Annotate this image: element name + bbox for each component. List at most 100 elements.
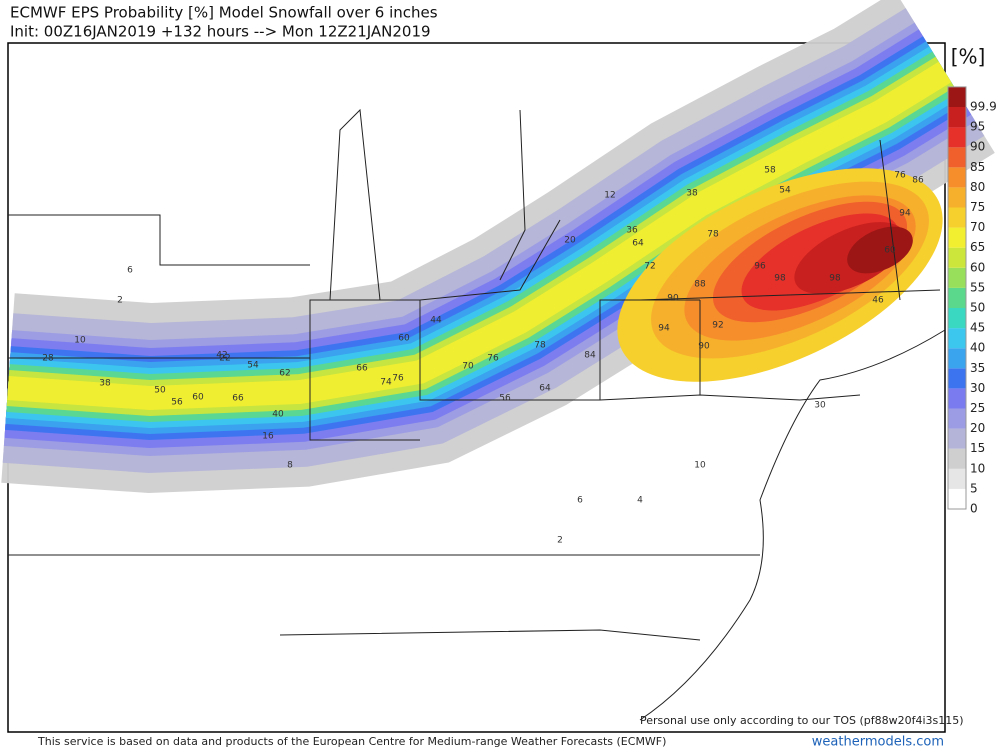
map-value-label: 54 — [247, 361, 259, 371]
boundary — [639, 329, 946, 721]
colorbar-label: 35 — [970, 361, 985, 375]
colorbar-swatch — [948, 368, 966, 389]
map-value-label: 70 — [462, 362, 474, 372]
map-value-label: 36 — [626, 226, 638, 236]
colorbar-swatch — [948, 167, 966, 188]
title: ECMWF EPS Probability [%] Model Snowfall… — [10, 4, 438, 22]
colorbar-swatch — [948, 428, 966, 449]
colorbar-label: 60 — [970, 260, 985, 274]
colorbar-swatch — [948, 247, 966, 268]
map-value-label: 74 — [380, 378, 392, 388]
map-value-label: 86 — [912, 176, 924, 186]
snow-band — [7, 61, 952, 411]
colorbar-swatch — [948, 468, 966, 489]
map-value-label: 56 — [499, 394, 511, 404]
map-value-label: 54 — [779, 186, 791, 196]
map-value-label: 10 — [74, 336, 86, 346]
map-value-label: 58 — [764, 166, 776, 176]
map-value-label: 2 — [557, 536, 563, 546]
colorbar-label: 45 — [970, 321, 985, 335]
colorbar-label: 80 — [970, 180, 985, 194]
map-value-label: 76 — [392, 374, 404, 384]
map-value-label: 94 — [658, 324, 670, 334]
map-value-label: 96 — [754, 262, 766, 272]
colorbar-swatch — [948, 408, 966, 429]
colorbar-swatch — [948, 328, 966, 349]
colorbar-swatch — [948, 287, 966, 308]
boundary — [499, 109, 526, 281]
colorbar-label: 70 — [970, 220, 985, 234]
colorbar-swatch — [948, 86, 966, 107]
colorbar-label: 5 — [970, 481, 978, 495]
map-value-label: 78 — [707, 230, 719, 240]
map-value-label: 76 — [894, 171, 906, 181]
map-value-label: 44 — [430, 316, 442, 326]
boundary — [879, 139, 901, 301]
map-value-label: 98 — [829, 274, 841, 284]
map-value-label: 90 — [667, 294, 679, 304]
map-value-label: 64 — [539, 384, 551, 394]
map-value-label: 50 — [154, 386, 166, 396]
map-value-label: 94 — [899, 209, 911, 219]
snow-core — [847, 226, 913, 274]
boundary — [639, 289, 941, 301]
colorbar-label: 25 — [970, 401, 985, 415]
map-value-label: 90 — [698, 342, 710, 352]
boundary — [419, 219, 561, 301]
map-value-label: 60 — [884, 246, 896, 256]
subtitle: Init: 00Z16JAN2019 +132 hours --> Mon 12… — [10, 23, 431, 41]
colorbar-label: 85 — [970, 160, 985, 174]
colorbar-swatch — [948, 448, 966, 469]
map-value-label: 22 — [219, 354, 230, 364]
map-value-label: 60 — [192, 393, 204, 403]
colorbar-label: 90 — [970, 140, 985, 154]
colorbar-swatch — [948, 308, 966, 329]
map-value-label: 56 — [171, 398, 183, 408]
map-value-label: 6 — [127, 266, 133, 276]
colorbar-swatch — [948, 488, 966, 509]
colorbar-swatch — [948, 227, 966, 248]
map-value-label: 6 — [577, 496, 583, 506]
colorbar-label: 95 — [970, 120, 985, 134]
map-value-label: 10 — [694, 461, 706, 471]
colorbar-swatch — [948, 127, 966, 148]
colorbar-swatch — [948, 388, 966, 409]
colorbar-label: 15 — [970, 441, 985, 455]
brand: weathermodels.com — [812, 735, 944, 750]
map-value-label: 40 — [272, 410, 284, 420]
map-value-label: 46 — [872, 296, 884, 306]
boundary — [279, 629, 701, 641]
colorbar-label: 75 — [970, 200, 985, 214]
colorbar-swatch — [948, 207, 966, 228]
boundary — [8, 214, 310, 266]
boundary — [329, 108, 381, 301]
colorbar-label: 10 — [970, 461, 985, 475]
map-value-label: 2 — [117, 296, 123, 306]
map-value-label: 42 — [216, 351, 227, 361]
map-value-label: 12 — [604, 191, 615, 201]
colorbar-label: 55 — [970, 280, 985, 294]
colorbar-swatch — [948, 348, 966, 369]
colorbar-label: 30 — [970, 381, 985, 395]
colorbar-label: 40 — [970, 341, 985, 355]
map-value-label: 88 — [694, 280, 706, 290]
boundary — [309, 300, 420, 441]
map-value-label: 38 — [686, 189, 698, 199]
colorbar-swatch — [948, 107, 966, 128]
map-value-label: 98 — [774, 274, 786, 284]
map-value-label: 64 — [632, 239, 644, 249]
colorbar-label: 0 — [970, 502, 978, 516]
disclaimer: Personal use only according to our TOS (… — [640, 714, 964, 727]
colorbar-unit: [%] — [951, 45, 986, 69]
colorbar-label: 65 — [970, 240, 985, 254]
boundary — [599, 394, 861, 401]
map-value-label: 4 — [637, 496, 643, 506]
map-value-label: 8 — [287, 461, 293, 471]
map-value-label: 76 — [487, 354, 499, 364]
map-value-label: 72 — [644, 262, 655, 272]
colorbar-frame — [947, 86, 967, 510]
colorbar-label: 20 — [970, 421, 985, 435]
